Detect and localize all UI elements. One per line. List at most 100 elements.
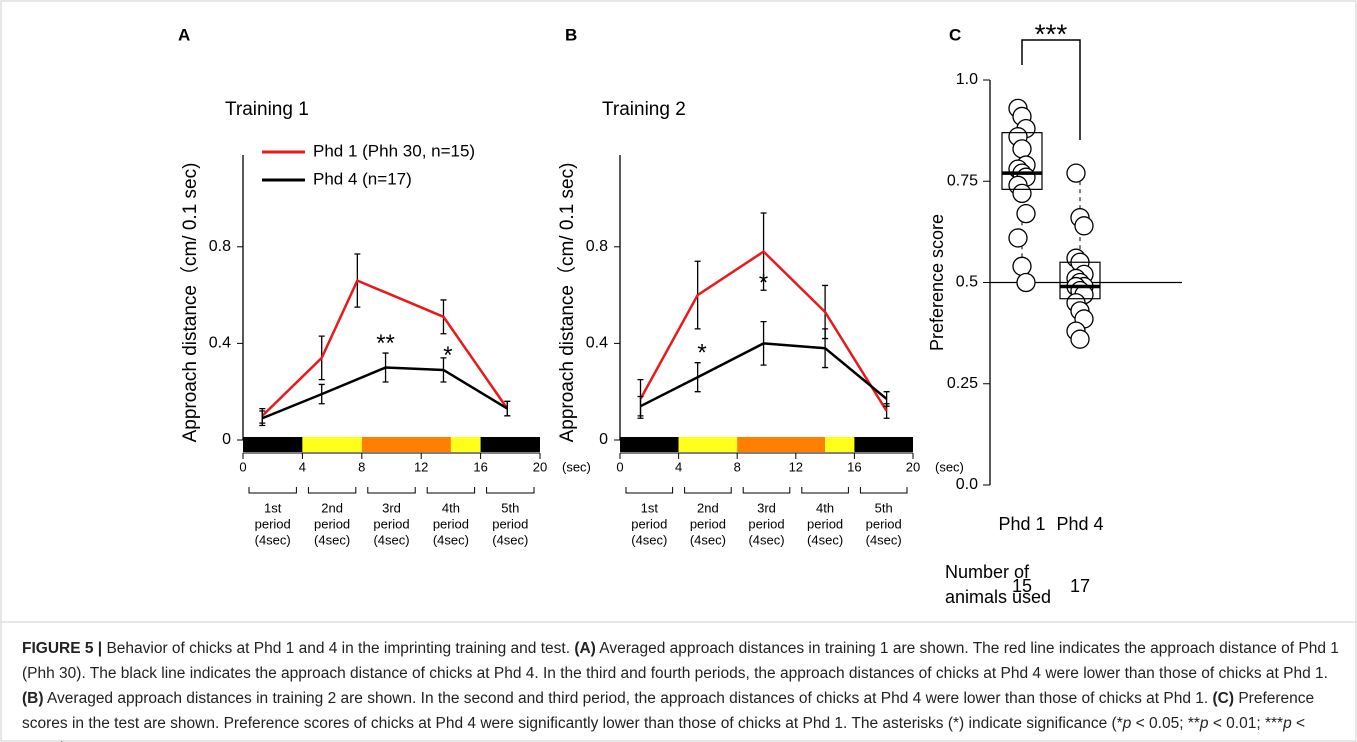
significance-marker: * — [759, 270, 768, 297]
y-tick-label: 0.8 — [209, 238, 231, 255]
data-point — [1074, 216, 1094, 236]
stimulus-band — [737, 437, 826, 452]
caption-panel-ref: (A) — [574, 640, 596, 657]
data-point — [1012, 256, 1032, 276]
period-label: period — [866, 516, 902, 531]
caption-panel-ref: (B) — [22, 690, 44, 707]
x-tick-label: 16 — [473, 459, 487, 474]
caption-italic: p — [1283, 715, 1292, 732]
period-label: 4th — [816, 500, 834, 515]
x-tick-label: 4 — [299, 459, 306, 474]
stimulus-band — [450, 437, 481, 452]
period-label: (4sec) — [433, 532, 469, 547]
sample-size-label: Number of — [945, 562, 1030, 582]
period-bracket — [307, 487, 357, 494]
period-label: 1st — [264, 500, 282, 515]
sample-size: 17 — [1070, 576, 1090, 596]
x-tick-label: 12 — [414, 459, 428, 474]
x-tick-label: 12 — [789, 459, 803, 474]
data-point — [1066, 163, 1086, 183]
period-label: 4th — [442, 500, 460, 515]
stimulus-band — [361, 437, 451, 452]
period-label: period — [690, 516, 726, 531]
significance-marker: * — [443, 342, 452, 369]
x-tick-label: Phd 1 — [998, 514, 1045, 534]
period-bracket — [742, 487, 791, 494]
period-label: (4sec) — [255, 532, 291, 547]
period-bracket — [859, 487, 908, 494]
caption-panel-ref: (C) — [1212, 690, 1235, 707]
y-axis-label: Preference score — [927, 214, 947, 351]
period-label: 2nd — [321, 500, 343, 515]
period-label: period — [492, 516, 528, 531]
data-point — [1012, 139, 1032, 159]
significance-marker: ** — [376, 330, 395, 357]
stimulus-band — [302, 437, 362, 452]
period-label: 3rd — [757, 500, 776, 515]
panel-letter: A — [178, 25, 190, 44]
period-label: period — [748, 516, 784, 531]
data-point — [1016, 272, 1036, 293]
x-tick-label: 20 — [533, 459, 547, 474]
y-tick-label: 0.8 — [586, 238, 608, 255]
period-label: (4sec) — [373, 532, 409, 547]
caption-italic: p — [1199, 715, 1209, 732]
y-tick-label: 0.4 — [209, 335, 231, 352]
y-tick-label: 0.4 — [586, 335, 608, 352]
data-point — [1012, 183, 1032, 204]
x-tick-label: 0 — [616, 459, 623, 474]
sample-size: 15 — [1012, 576, 1032, 596]
x-tick-label: Phd 4 — [1056, 514, 1103, 534]
caption-text: Behavior of chicks at Phd 1 and 4 in the… — [102, 640, 575, 657]
caption-text: Preference scores in the test are shown.… — [22, 690, 1315, 732]
significance-marker: * — [697, 340, 706, 367]
stimulus-band — [620, 437, 679, 452]
y-tick-label: 0.75 — [947, 172, 978, 189]
period-bracket — [801, 487, 849, 494]
panel-letter: B — [565, 25, 577, 44]
x-tick-label: 16 — [847, 459, 861, 474]
x-unit: (sec) — [562, 459, 591, 474]
period-label: period — [631, 516, 667, 531]
series-line — [639, 342, 888, 408]
period-label: 2nd — [697, 500, 719, 515]
caption-text: Averaged approach distances in training … — [22, 640, 1339, 682]
stimulus-band — [480, 437, 540, 452]
caption: FIGURE 5 | Behavior of chicks at Phd 1 a… — [22, 636, 1340, 742]
period-label: (4sec) — [631, 532, 667, 547]
period-label: (4sec) — [866, 532, 902, 547]
period-label: (4sec) — [807, 532, 843, 547]
x-unit: (sec) — [935, 459, 964, 474]
period-label: 5th — [875, 500, 893, 515]
period-bracket — [486, 487, 535, 494]
legend-label: Phd 1 (Phh 30, n=15) — [313, 141, 475, 160]
period-bracket — [248, 487, 297, 494]
stimulus-band — [825, 437, 855, 452]
legend-label: Phd 4 (n=17) — [313, 169, 412, 188]
period-label: (4sec) — [492, 532, 528, 547]
panel-title: Training 1 — [225, 99, 309, 120]
period-label: period — [807, 516, 843, 531]
x-tick-label: 20 — [906, 459, 920, 474]
data-point — [1008, 228, 1028, 248]
series-line — [261, 366, 508, 420]
period-label: (4sec) — [748, 532, 784, 547]
x-tick-label: 4 — [675, 459, 682, 474]
stimulus-band — [854, 437, 913, 452]
period-bracket — [426, 487, 476, 494]
significance-bracket — [1021, 39, 1081, 140]
period-label: period — [255, 516, 291, 531]
period-label: period — [373, 516, 409, 531]
sample-size-label: animals used — [945, 587, 1051, 607]
series-line — [261, 278, 509, 417]
caption-text: < 0.05; ** — [1131, 715, 1200, 732]
period-bracket — [684, 487, 732, 494]
period-label: period — [314, 516, 350, 531]
period-label: (4sec) — [314, 532, 350, 547]
series-line — [639, 250, 888, 412]
caption-label: FIGURE 5 | — [22, 640, 103, 657]
period-label: 5th — [501, 500, 519, 515]
panel-letter: C — [949, 25, 961, 44]
y-tick-label: 0.5 — [956, 274, 978, 291]
